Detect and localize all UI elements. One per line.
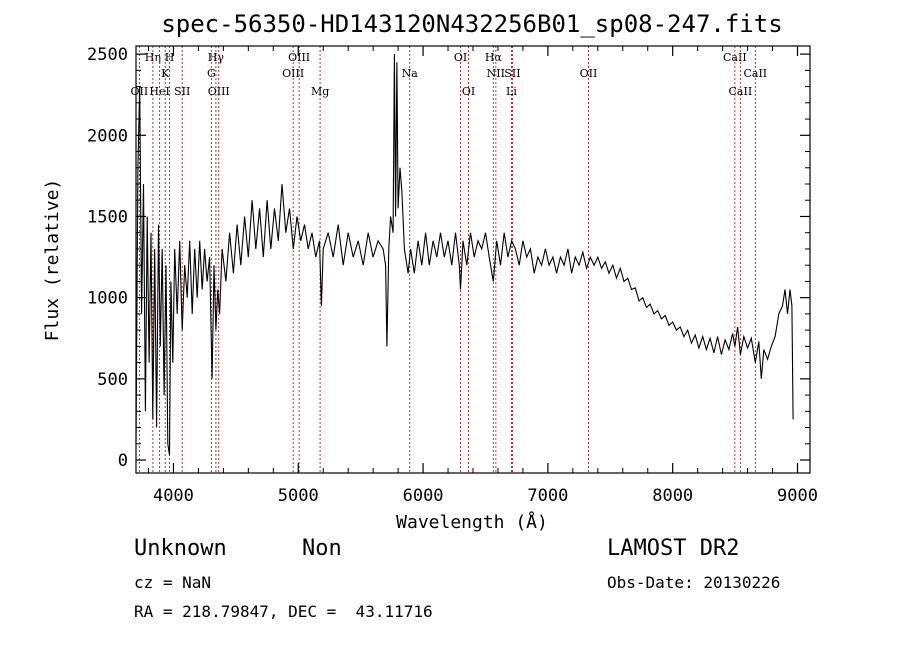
x-tick-label: 7000 xyxy=(527,486,568,506)
x-tick-label: 5000 xyxy=(278,486,319,506)
obs-date-label: Obs-Date: 20130226 xyxy=(607,573,781,592)
y-tick-label: 0 xyxy=(118,451,128,471)
plot-frame xyxy=(135,45,811,474)
coordinates-label: RA = 218.79847, DEC = 43.11716 xyxy=(134,602,433,621)
y-tick-label: 2500 xyxy=(87,45,128,65)
line-marker-label: CaII xyxy=(743,67,767,80)
spectrum-line xyxy=(135,54,794,456)
chart-title: spec-56350-HD143120N432256B01_sp08-247.f… xyxy=(161,10,782,38)
line-marker-label: Li xyxy=(506,85,517,98)
y-axis: 0 500 1000 1500 2000 2500 xyxy=(87,45,810,471)
x-tick-label: 8000 xyxy=(652,486,693,506)
line-marker-label: NII xyxy=(487,67,505,80)
y-tick-label: 1500 xyxy=(87,207,128,227)
x-tick-label: 4000 xyxy=(153,486,194,506)
y-tick-label: 1000 xyxy=(87,289,128,309)
line-marker-label: Mg xyxy=(311,85,329,98)
line-marker-label: K xyxy=(161,67,170,80)
line-marker-label: OI xyxy=(462,85,475,98)
line-marker-label: SII xyxy=(174,85,190,98)
y-axis-label: Flux (relative) xyxy=(42,179,63,342)
line-marker-label: CaII xyxy=(723,51,747,64)
line-marker-label: G xyxy=(207,67,216,80)
subclass-label: Non xyxy=(302,536,342,561)
x-tick-label: 6000 xyxy=(403,486,444,506)
line-marker-label: Hη xyxy=(145,51,161,64)
line-marker-label: OI xyxy=(454,51,467,64)
spectrum-chart: spec-56350-HD143120N432256B01_sp08-247.f… xyxy=(42,10,818,533)
line-marker-label: CaII xyxy=(729,85,753,98)
emission-line-markers: OII Hη HeI KH SII Hγ G OIII OIII OIII Mg Na OI OI Hα NI… xyxy=(131,46,767,473)
class-label: Unknown xyxy=(134,536,227,561)
x-axis-label: Wavelength (Å) xyxy=(396,511,548,533)
line-marker-label: Hα xyxy=(485,51,503,64)
redshift-label: cz = NaN xyxy=(134,573,212,592)
line-marker-label: Na xyxy=(402,67,419,80)
survey-label: LAMOST DR2 xyxy=(607,536,740,561)
y-tick-label: 500 xyxy=(97,370,128,390)
line-marker-label: SII xyxy=(504,67,520,80)
x-axis: 4000 5000 6000 7000 8000 9000 xyxy=(147,46,818,506)
spectrum-series xyxy=(135,54,794,456)
line-marker-label: OIII xyxy=(288,51,310,64)
line-marker-label: OIII xyxy=(208,85,230,98)
y-tick-label: 2000 xyxy=(87,126,128,146)
x-tick-label: 9000 xyxy=(777,486,818,506)
line-marker-label: H xyxy=(165,51,175,64)
line-marker-label: OII xyxy=(580,67,598,80)
line-marker-label: HeI xyxy=(149,85,169,98)
line-marker-label: Hγ xyxy=(208,51,225,64)
line-marker-label: OIII xyxy=(282,67,304,80)
